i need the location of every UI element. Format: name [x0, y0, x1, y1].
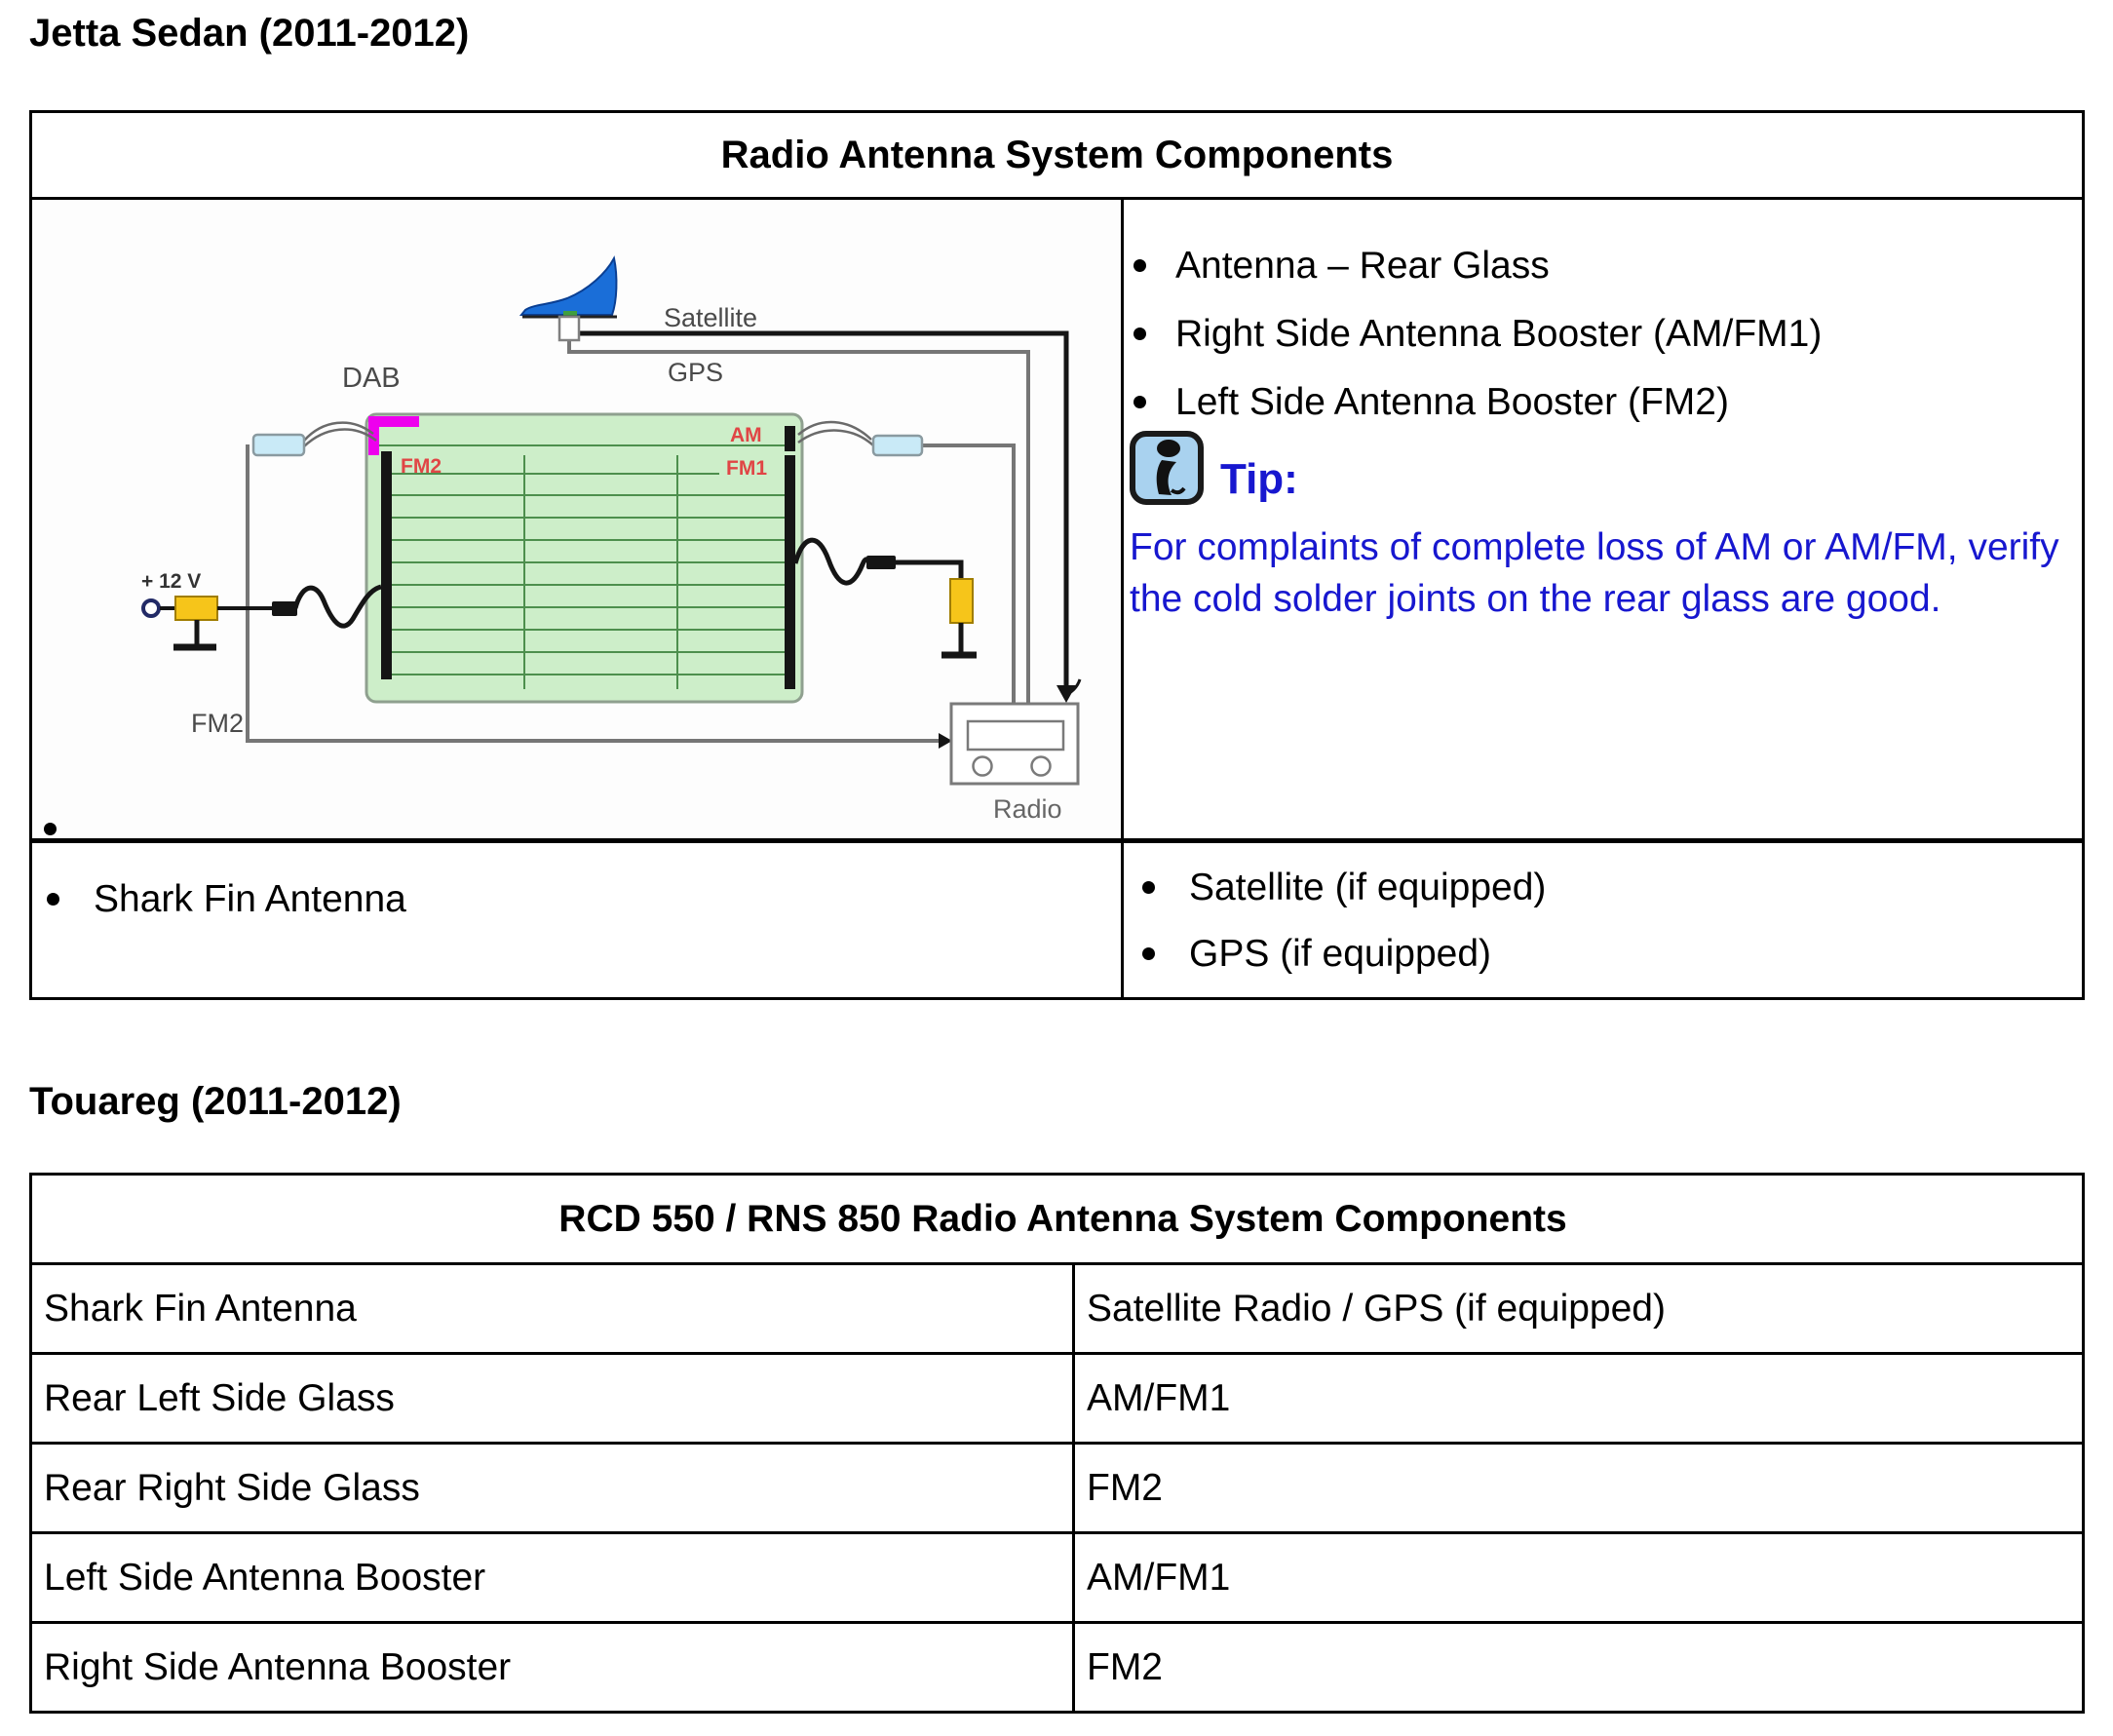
list-item: GPS (if equipped) — [1142, 931, 1491, 978]
coax-curves — [303, 420, 874, 447]
jetta-table-title: Radio Antenna System Components — [29, 110, 2085, 200]
fm1-label: FM1 — [726, 457, 767, 480]
bullet-icon — [1142, 881, 1155, 894]
heater-grid — [370, 444, 785, 689]
gray-cables — [246, 339, 1030, 743]
left-antenna-booster — [251, 433, 306, 457]
band-cell: AM/FM1 — [1071, 1352, 2086, 1445]
component-label: Right Side Antenna Booster (AM/FM1) — [1175, 313, 1823, 355]
antenna-system-diagram: Satellite GPS DAB AM FM2 FM1 + 12 V FM2 … — [141, 255, 1082, 824]
dab-label: DAB — [342, 363, 401, 394]
tip-header: Tip: — [1129, 430, 1298, 506]
table-header-row: Radio Antenna System Components — [29, 110, 2085, 200]
bullet-icon — [1133, 396, 1146, 408]
satellite-arrow — [1056, 685, 1076, 703]
component-cell: Shark Fin Antenna — [29, 1262, 1075, 1355]
list-item: Left Side Antenna Booster (FM2) — [1133, 379, 1729, 426]
diagram-cell: Satellite GPS DAB AM FM2 FM1 + 12 V FM2 … — [29, 197, 1124, 843]
table-header-row: RCD 550 / RNS 850 Radio Antenna System C… — [28, 1173, 2086, 1265]
heading-jetta-sedan: Jetta Sedan (2011-2012) — [29, 12, 470, 55]
radio-unit — [949, 702, 1080, 786]
list-item: Antenna – Rear Glass — [1133, 243, 1550, 289]
component-cell: Rear Left Side Glass — [29, 1352, 1075, 1445]
touareg-table-title: RCD 550 / RNS 850 Radio Antenna System C… — [28, 1173, 2086, 1265]
table-row: Left Side Antenna Booster AM/FM1 — [29, 1531, 2086, 1624]
shark-fin-antenna-icon — [519, 255, 618, 316]
component-label: Left Side Antenna Booster (FM2) — [1175, 381, 1729, 423]
info-icon — [1130, 431, 1204, 505]
bullet-icon — [1133, 259, 1146, 272]
power-label: + 12 V — [141, 570, 201, 593]
band-cell: FM2 — [1071, 1442, 2086, 1534]
am-label: AM — [730, 424, 762, 446]
bullet-icon — [1133, 328, 1146, 340]
component-label: Antenna – Rear Glass — [1175, 245, 1550, 287]
fm2-arrow — [939, 733, 952, 749]
fm2-cable-label: FM2 — [191, 709, 244, 738]
gps-label: GPS — [668, 358, 723, 387]
bullet-icon — [47, 893, 59, 906]
list-item: Right Side Antenna Booster (AM/FM1) — [1133, 311, 1822, 358]
table-row: Satellite GPS DAB AM FM2 FM1 + 12 V FM2 … — [29, 197, 2085, 843]
tip-text: For complaints of complete loss of AM or… — [1130, 526, 2059, 620]
tip-label: Tip: — [1220, 455, 1298, 503]
table-row: Right Side Antenna Booster FM2 — [29, 1621, 2086, 1714]
table-row: Shark Fin Antenna Satellite (if equipped… — [29, 839, 2085, 1000]
components-cell: Antenna – Rear Glass Right Side Antenna … — [1121, 197, 2085, 843]
component-cell: Rear Right Side Glass — [29, 1442, 1075, 1534]
satellite-label: Satellite — [664, 303, 757, 332]
table-row: Shark Fin Antenna Satellite Radio / GPS … — [29, 1262, 2086, 1355]
glass-bus-bars — [381, 426, 795, 689]
fin-mount — [557, 315, 581, 342]
fin-gasket — [563, 311, 577, 317]
heading-touareg: Touareg (2011-2012) — [29, 1080, 402, 1123]
table-row: Rear Left Side Glass AM/FM1 — [29, 1352, 2086, 1445]
right-antenna-booster — [871, 434, 924, 457]
component-cell: Right Side Antenna Booster — [29, 1621, 1075, 1714]
band-cell: FM2 — [1071, 1621, 2086, 1714]
bullet-icon — [1142, 947, 1155, 960]
component-cell: Left Side Antenna Booster — [29, 1531, 1075, 1624]
radio-label: Radio — [993, 794, 1062, 824]
power-feed — [141, 584, 382, 651]
component-label: GPS (if equipped) — [1189, 933, 1492, 975]
component-label: Satellite (if equipped) — [1189, 867, 1547, 908]
satellite-gps-cell: Satellite (if equipped) GPS (if equipped… — [1121, 839, 2085, 1000]
component-label: Shark Fin Antenna — [94, 878, 406, 920]
fm2-glass-label: FM2 — [401, 455, 442, 478]
table-row: Rear Right Side Glass FM2 — [29, 1442, 2086, 1534]
dab-corner-connector — [368, 416, 419, 455]
bullet-icon — [44, 823, 57, 835]
right-pigtail — [792, 537, 977, 659]
list-item: Satellite (if equipped) — [1142, 865, 1546, 911]
band-cell: AM/FM1 — [1071, 1531, 2086, 1624]
shark-fin-cell: Shark Fin Antenna — [29, 839, 1124, 1000]
jetta-antenna-table: Radio Antenna System Components — [29, 110, 2085, 1000]
list-item: Shark Fin Antenna — [47, 876, 406, 923]
touareg-antenna-table: RCD 550 / RNS 850 Radio Antenna System C… — [28, 1173, 2086, 1714]
band-cell: Satellite Radio / GPS (if equipped) — [1071, 1262, 2086, 1355]
